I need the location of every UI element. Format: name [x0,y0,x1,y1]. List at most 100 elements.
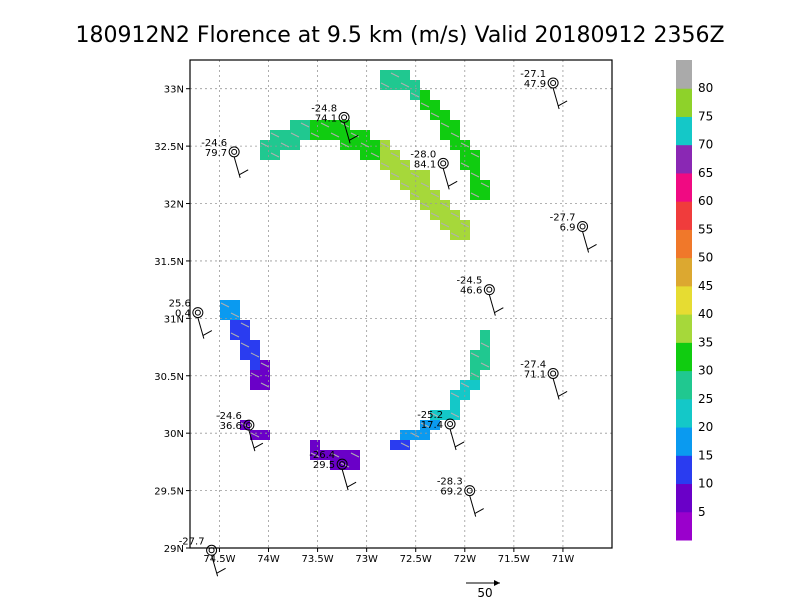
wind-vector [450,392,460,398]
wind-cell [330,460,340,470]
wind-band-n-outer [380,70,490,200]
station-value-1: -28.3 [437,477,463,488]
y-tick-label: 29N [164,544,184,555]
wind-barb-flag [216,567,226,574]
wind-vector [430,192,440,198]
wind-vector [250,432,260,438]
x-tick-label: 72.5W [400,554,432,565]
wind-vector [440,202,450,208]
wind-vector [270,152,280,158]
station-value-1: 25.6 [169,299,191,310]
station-value-2: 29.5 [313,460,335,471]
station-marker-inner [245,422,252,429]
wind-cell [240,330,250,340]
colorbar-label: 60 [698,194,713,208]
wind-barb-flag [557,391,568,397]
wind-cell [360,150,370,160]
wind-vector [410,192,420,198]
station-value-1: -27.4 [520,359,546,370]
station-marker [437,157,449,169]
x-tick-label: 72W [453,554,476,565]
colorbar-swatch [676,201,692,230]
station-marker [483,284,495,296]
colorbar-label: 10 [698,477,713,491]
station: -28.369.2 [437,477,484,517]
station: -27.7 [179,536,226,577]
wind-vector [440,122,450,128]
y-tick-label: 33N [164,85,184,96]
wind-cell [240,350,250,360]
wind-band-n-inner [260,120,470,240]
station-value-2: 47.9 [524,79,546,90]
wind-cell [260,370,270,380]
wind-vector [430,112,440,118]
grid [190,60,612,549]
station-value-1: -27.7 [179,536,205,547]
wind-cell [450,120,460,130]
colorbar-swatch [676,229,692,259]
wind-cell [440,410,450,420]
wind-vector [380,162,390,168]
station: -24.546.6 [456,276,504,316]
wind-cell [410,80,420,90]
station-marker-inner [550,79,557,86]
wind-cell [360,130,370,140]
wind-vector [430,212,440,218]
wind-cell [420,430,430,440]
colorbar-label: 35 [698,335,713,349]
wind-vector [450,212,460,218]
colorbar-label: 45 [698,279,713,293]
colorbar-swatch [676,60,692,89]
colorbar-label: 65 [698,166,713,180]
wind-barb-flag [454,441,465,448]
wind-vector [480,362,490,368]
wind-vector [230,332,240,338]
station: -28.084.1 [410,149,458,190]
colorbar-swatch [676,370,692,400]
wind-cell [430,100,440,110]
wind-cell [470,180,480,190]
wind-cell [350,460,360,470]
station-value-1: -28.0 [410,149,436,160]
y-tick-label: 31.5N [154,257,184,268]
station-value-2: 6.9 [560,222,576,233]
wind-cell [350,140,360,150]
wind-cell [480,330,490,340]
station-value-1: -24.5 [456,276,482,287]
wind-cell [420,190,430,200]
wind-vector [450,412,460,418]
wind-barb-flag [557,100,568,107]
wind-cell [280,130,290,140]
wind-vector [440,222,450,228]
colorbar-label: 70 [698,138,713,152]
wind-cell [390,80,400,90]
station-marker [547,77,559,89]
wind-cell [430,200,440,210]
wind-vector [240,322,250,328]
wind-cell [310,120,320,130]
wind-band-w-band [220,300,270,390]
vector-scale: 50 [466,580,500,600]
wind-cell [430,420,440,430]
wind-vector [480,342,490,348]
wind-band-sw-spot [240,420,270,440]
wind-cell [380,150,390,160]
wind-cell [310,440,320,450]
colorbar-swatch [676,455,692,485]
wind-cell [450,220,460,230]
wind-vector [450,132,460,138]
wind-band-e-band [390,330,490,450]
station: -25.217.4 [417,410,465,451]
vector-scale-label: 50 [477,586,492,600]
wind-vector [420,422,430,428]
wind-vector [400,442,410,448]
wind-vector [390,172,400,178]
station-marker-inner [339,461,346,468]
wind-vector [350,452,360,458]
wind-vector [270,132,280,138]
colorbar-label: 25 [698,392,713,406]
station-value-1: -24.8 [311,103,337,114]
station-marker-inner [208,547,215,554]
colorbar-swatch [676,483,692,513]
